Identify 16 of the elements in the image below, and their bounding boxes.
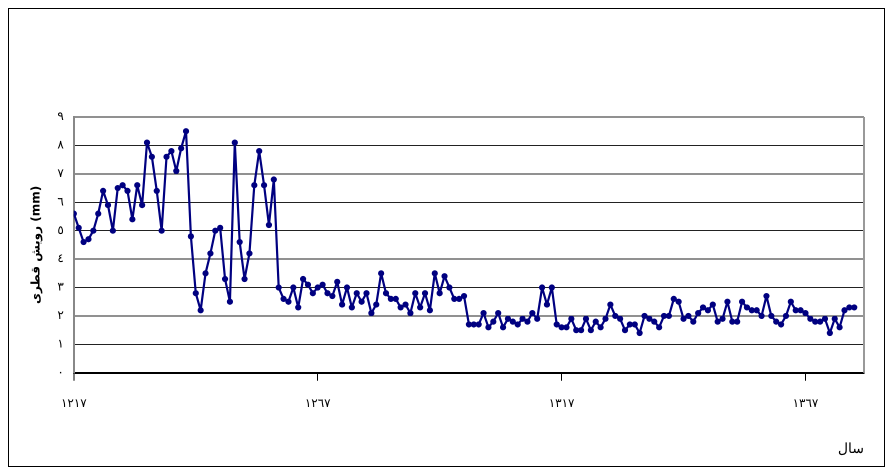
y-tick-label: ٢ bbox=[57, 308, 64, 322]
x-tick-label: ١٢١٧ bbox=[60, 396, 88, 410]
y-tick-label: ٩ bbox=[57, 109, 64, 124]
x-tick-label: ١٣١٧ bbox=[548, 396, 576, 410]
y-tick-label: ٤ bbox=[57, 251, 64, 266]
y-tick-label: ٧ bbox=[57, 166, 64, 180]
x-tick-label: ١٣٦٧ bbox=[792, 396, 819, 410]
x-axis-title: سال bbox=[838, 441, 864, 458]
y-tick-label: ٨ bbox=[57, 138, 64, 152]
x-tick-label: ١٢٦٧ bbox=[304, 396, 332, 410]
y-tick-label: ٥ bbox=[57, 222, 64, 237]
y-tick-label: ٠ bbox=[57, 364, 64, 379]
y-tick-label: ٣ bbox=[57, 280, 64, 294]
y-tick-label: ٦ bbox=[57, 194, 64, 208]
y-tick-label: ١ bbox=[57, 336, 64, 351]
y-axis-title: رویش قطری (mm) bbox=[28, 186, 42, 304]
